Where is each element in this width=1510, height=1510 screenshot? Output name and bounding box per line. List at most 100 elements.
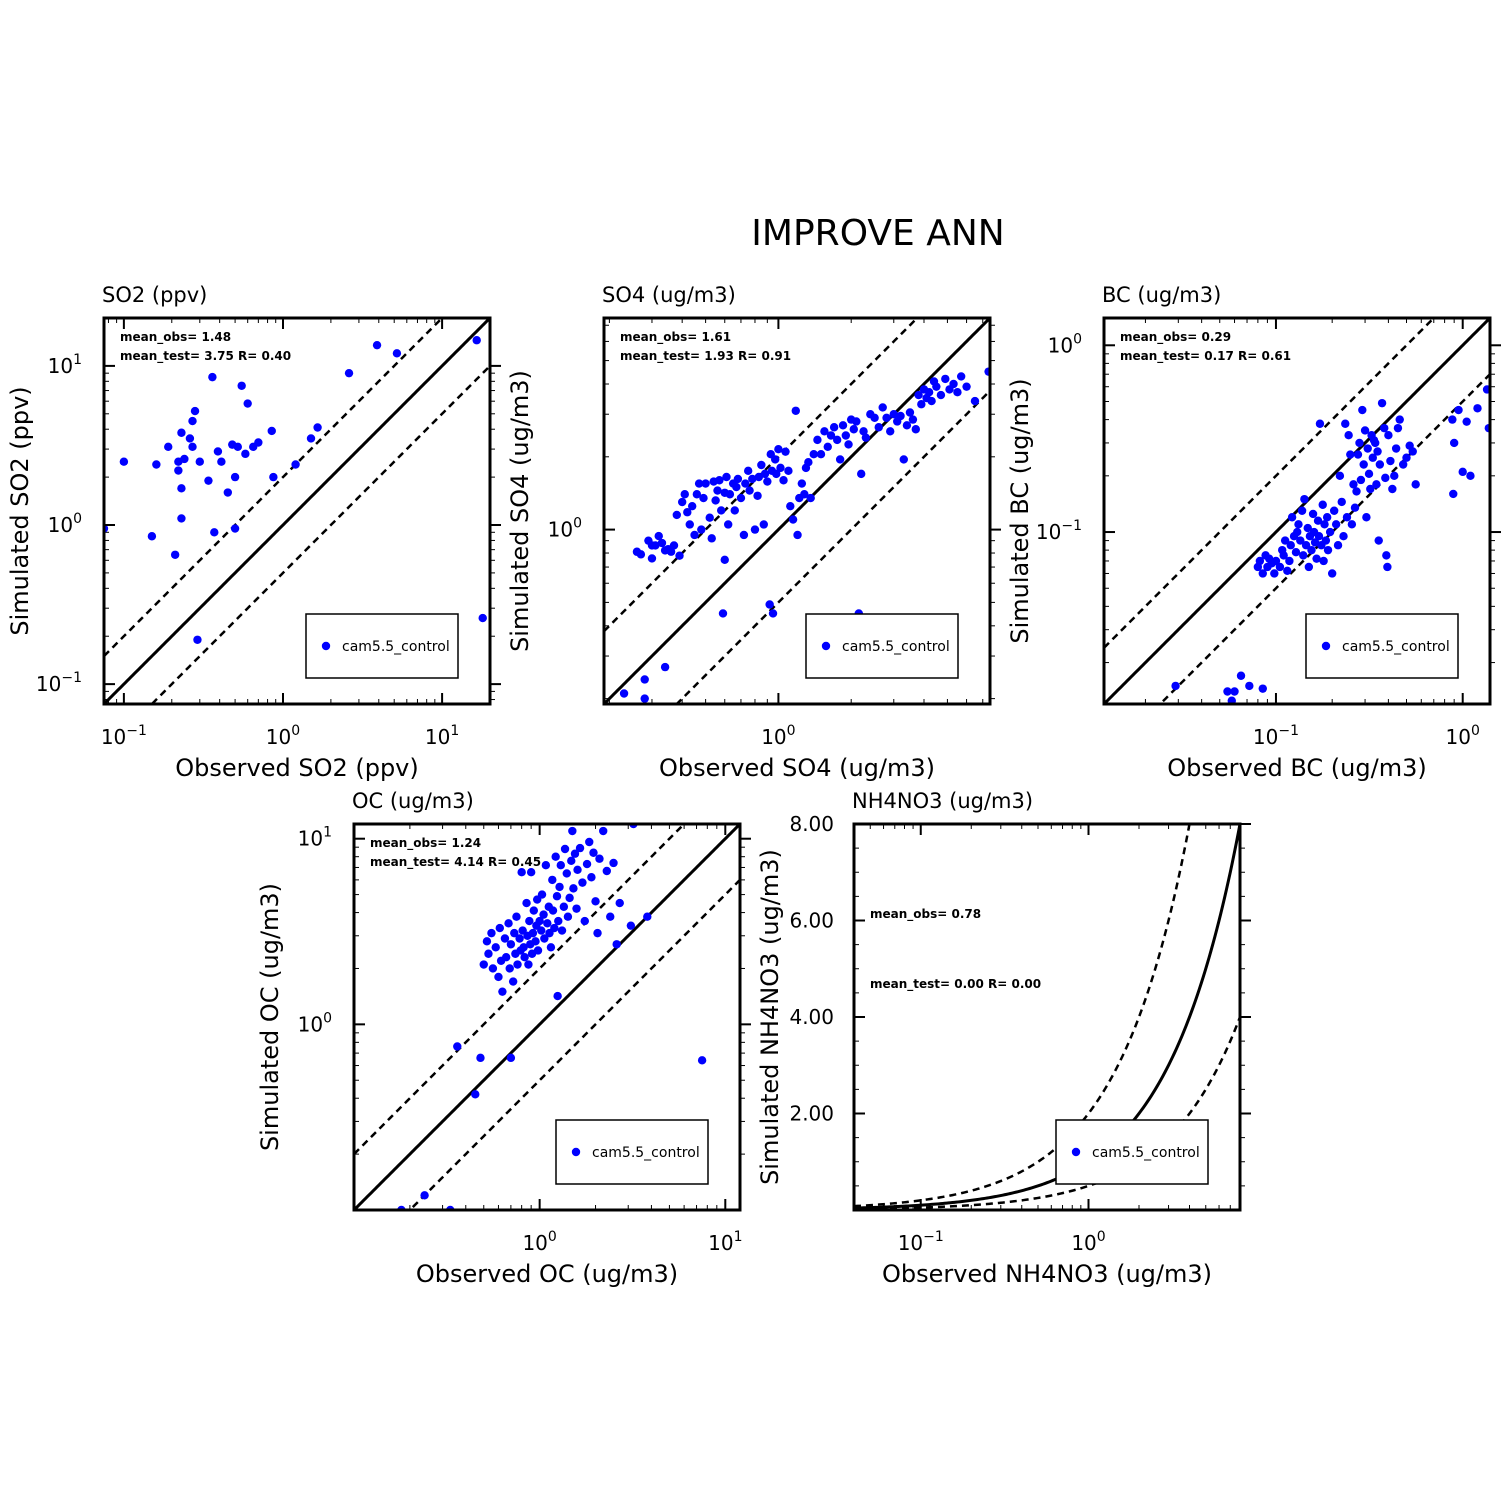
data-point — [478, 613, 487, 623]
x-tick-label: 100 — [1446, 723, 1480, 749]
data-point — [826, 431, 836, 440]
data-point — [313, 423, 322, 432]
data-point — [504, 919, 513, 928]
panel-title: OC (ug/m3) — [352, 789, 474, 813]
y-axis-label: Simulated NH4NO3 (ug/m3) — [756, 849, 784, 1185]
data-point — [970, 396, 980, 406]
data-point — [717, 506, 726, 515]
data-point — [705, 513, 714, 522]
data-point — [857, 469, 866, 479]
data-point — [1360, 426, 1370, 435]
x-tick-label: 100 — [1071, 1229, 1105, 1255]
data-point — [204, 476, 213, 485]
data-point — [771, 455, 780, 464]
data-point — [476, 1053, 485, 1063]
data-point — [570, 849, 580, 858]
y-axis-label: Simulated OC (ug/m3) — [256, 883, 284, 1151]
stats-annotation: mean_obs= 1.24 mean_test= 4.14 R= 0.45 — [370, 836, 541, 870]
data-point — [589, 848, 598, 857]
data-point — [882, 413, 891, 422]
data-point — [1380, 423, 1389, 433]
data-point — [1321, 536, 1331, 545]
one-to-one-line — [1104, 318, 1490, 704]
x-axis: 100 101 — [522, 824, 742, 1255]
two-to-one-line — [1104, 318, 1436, 649]
data-point — [582, 859, 592, 869]
data-point — [640, 675, 649, 684]
legend-label: cam5.5_control — [342, 639, 450, 655]
mean-obs-text: mean_obs= 0.78 — [870, 907, 981, 922]
data-point — [835, 455, 845, 464]
data-point — [541, 860, 551, 870]
mean-test-text: mean_test= 1.93 R= 0.91 — [620, 349, 791, 364]
two-to-one-line — [854, 824, 1191, 1208]
data-point — [886, 427, 895, 436]
data-point — [1408, 447, 1417, 456]
data-point — [690, 530, 699, 540]
data-point — [1377, 398, 1387, 408]
y-tick-label: 10−1 — [36, 670, 82, 696]
panel-so4: 100 100 SO4 (ug/m3) Observed SO4 (ug/m3) Sim… — [506, 283, 1001, 782]
data-point — [573, 865, 582, 874]
panel-nh4no3: 10−1 100 2.00 4.00 6.00 8.00 NH4NO3 (ug/m3) Obs… — [756, 789, 1251, 1288]
data-point — [707, 534, 716, 543]
data-point — [147, 532, 157, 541]
data-point — [1301, 541, 1311, 550]
data-point — [718, 609, 728, 618]
data-point — [510, 928, 519, 938]
data-point — [687, 501, 697, 511]
data-point — [809, 450, 818, 459]
data-point — [1307, 545, 1316, 555]
y-tick-label: 100 — [298, 1010, 332, 1036]
data-point — [529, 906, 538, 915]
data-point — [554, 916, 563, 926]
data-point — [556, 860, 565, 870]
data-point — [654, 531, 663, 541]
data-point — [177, 484, 186, 493]
legend: cam5.5_control — [1305, 613, 1459, 679]
data-point — [546, 943, 556, 952]
legend-box — [1055, 1119, 1209, 1185]
data-point — [1386, 456, 1395, 466]
data-point — [185, 434, 195, 443]
data-point — [1411, 480, 1420, 489]
data-point — [420, 1191, 429, 1200]
y-axis: 2.00 4.00 6.00 8.00 — [789, 812, 1251, 1126]
data-point — [1352, 487, 1361, 496]
plot-frame — [352, 822, 742, 1212]
data-point — [1335, 471, 1345, 481]
data-point — [472, 336, 481, 345]
data-point — [844, 440, 853, 449]
data-point — [813, 435, 822, 445]
data-point — [524, 960, 533, 969]
data-point — [750, 525, 760, 534]
data-point — [1448, 415, 1457, 424]
one-to-one-line — [604, 318, 990, 704]
legend-label: cam5.5_control — [842, 639, 950, 655]
data-point — [743, 466, 753, 476]
data-point — [1374, 536, 1383, 545]
data-point — [619, 689, 629, 698]
data-point — [870, 413, 879, 422]
data-point — [763, 477, 772, 486]
data-point — [552, 892, 562, 901]
data-point — [1466, 471, 1475, 481]
data-point — [660, 662, 670, 672]
data-point — [557, 926, 567, 935]
data-point — [578, 878, 587, 887]
data-point — [889, 410, 898, 419]
data-point — [495, 923, 504, 933]
data-point — [595, 854, 604, 863]
data-point — [609, 858, 618, 868]
data-point — [567, 856, 576, 866]
data-point — [1364, 469, 1374, 479]
data-point — [522, 898, 531, 908]
data-point — [1346, 450, 1355, 459]
y-tick-label: 10−1 — [1036, 518, 1082, 544]
data-point — [1303, 523, 1312, 533]
data-point — [533, 946, 543, 955]
data-point — [760, 469, 770, 479]
data-point — [1384, 431, 1393, 440]
y-tick-label: 2.00 — [789, 1102, 834, 1126]
data-point — [1358, 405, 1367, 415]
